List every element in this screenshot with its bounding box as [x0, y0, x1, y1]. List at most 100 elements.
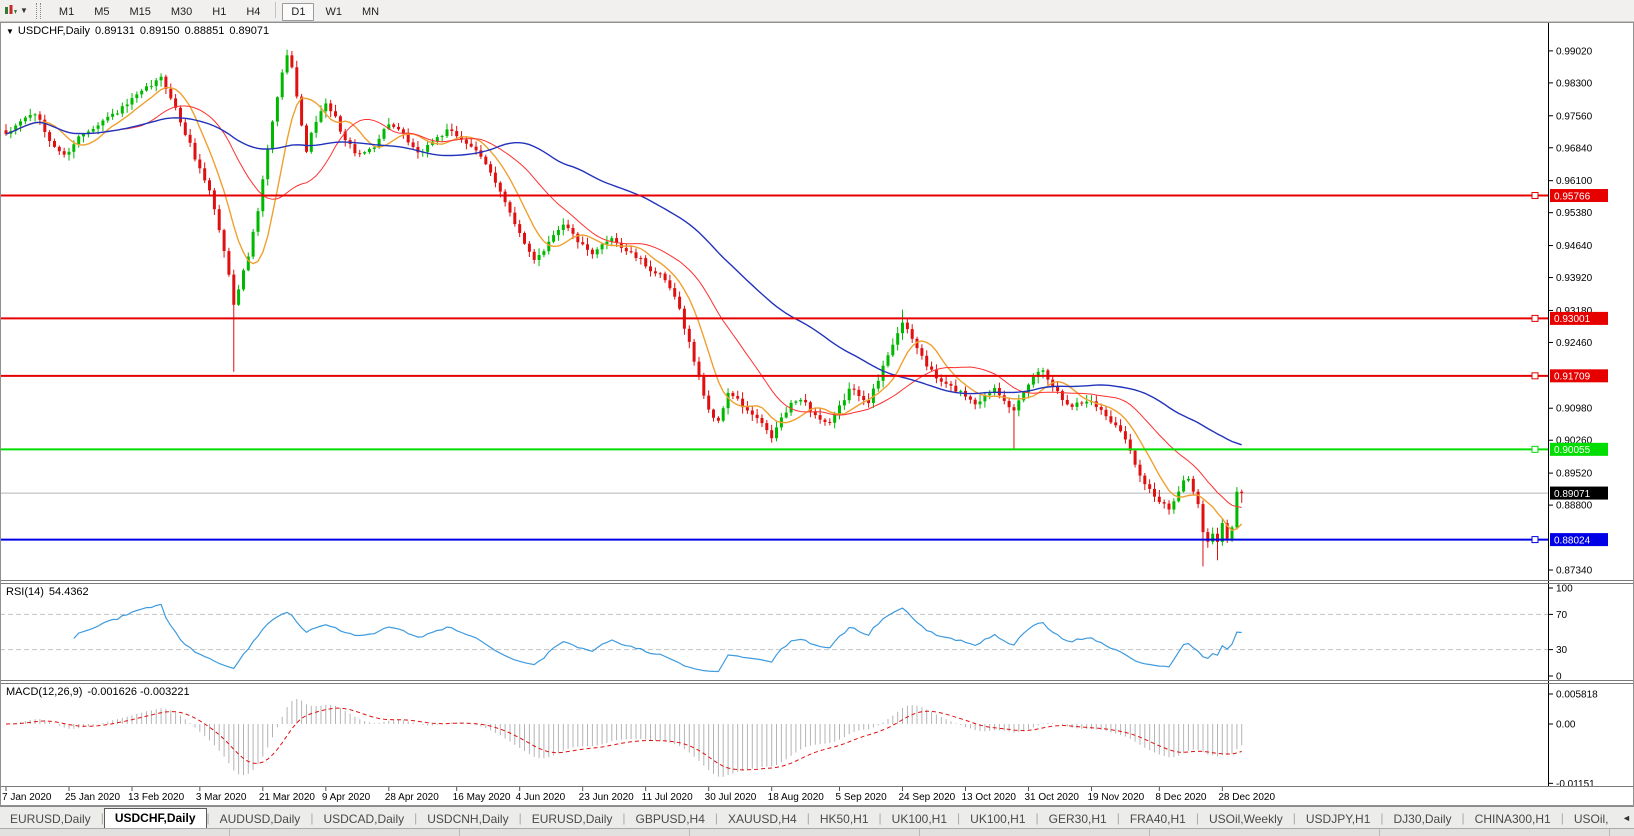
- svg-text:0.93180: 0.93180: [1556, 306, 1593, 317]
- tab-separator: |: [310, 811, 314, 825]
- svg-text:30: 30: [1556, 645, 1568, 656]
- svg-text:0.95766: 0.95766: [1554, 191, 1591, 202]
- svg-text:0.96840: 0.96840: [1556, 143, 1593, 154]
- svg-text:0.99020: 0.99020: [1556, 46, 1593, 57]
- svg-text:11 Jul 2020: 11 Jul 2020: [642, 792, 693, 803]
- svg-text:0: 0: [1556, 672, 1562, 683]
- tab-usoil-[interactable]: USOil,: [1573, 812, 1609, 826]
- svg-text:0.92460: 0.92460: [1556, 338, 1593, 349]
- svg-text:23 Jun 2020: 23 Jun 2020: [579, 792, 634, 803]
- svg-text:0.90055: 0.90055: [1554, 445, 1591, 456]
- level-handle[interactable]: [1531, 445, 1539, 453]
- svg-text:0.87340: 0.87340: [1556, 566, 1593, 577]
- tab-usdchf-daily[interactable]: USDCHF,Daily: [103, 808, 207, 828]
- timeframe-mn[interactable]: MN: [361, 5, 380, 18]
- level-handle[interactable]: [1531, 536, 1539, 544]
- support-resistance-levels[interactable]: [0, 192, 1548, 544]
- svg-text:0.91709: 0.91709: [1554, 372, 1591, 383]
- timeframe-h1[interactable]: H1: [212, 5, 227, 18]
- svg-text:31 Oct 2020: 31 Oct 2020: [1025, 792, 1080, 803]
- ma-lines: [5, 86, 1243, 532]
- toolbar-grip[interactable]: [35, 2, 41, 19]
- timeframe-m15[interactable]: M15: [129, 5, 151, 18]
- svg-text:13 Feb 2020: 13 Feb 2020: [128, 792, 185, 803]
- svg-text:25 Jan 2020: 25 Jan 2020: [65, 792, 120, 803]
- timeframe-m5[interactable]: M5: [94, 5, 110, 18]
- svg-text:0.94640: 0.94640: [1556, 241, 1593, 252]
- tab-fra40-h1[interactable]: FRA40,H1: [1129, 812, 1186, 826]
- level-handle[interactable]: [1531, 192, 1539, 200]
- tab-separator: |: [1116, 811, 1120, 825]
- tab-separator: |: [1461, 811, 1465, 825]
- tab-scroll-left-icon[interactable]: ◄: [1622, 812, 1631, 823]
- svg-text:0.89071: 0.89071: [1554, 489, 1591, 500]
- svg-text:0.93920: 0.93920: [1556, 273, 1593, 284]
- svg-text:0.00: 0.00: [1556, 720, 1576, 731]
- tab-usdjpy-h1[interactable]: USDJPY,H1: [1305, 812, 1371, 826]
- tab-xauusd-h4[interactable]: XAUUSD,H4: [728, 812, 797, 826]
- timeframe-w1[interactable]: W1: [325, 5, 342, 18]
- collapse-caret-icon[interactable]: ▼: [6, 27, 14, 36]
- date-axis[interactable]: 7 Jan 2020 25 Jan 2020 13 Feb 2020 3 Mar 20…: [2, 787, 1275, 803]
- tab-separator: |: [206, 811, 210, 825]
- tab-eurusd-daily[interactable]: EURUSD,Daily: [10, 812, 91, 826]
- svg-text:0.88024: 0.88024: [1554, 535, 1591, 546]
- price-axis[interactable]: 0.99020 0.98300 0.97560 0.96840 0.96100 0.953…: [1548, 22, 1608, 786]
- rsi-indicator-label: RSI(14) 54.4362: [6, 586, 89, 598]
- level-handle[interactable]: [1531, 372, 1539, 380]
- rsi-line: [73, 603, 1242, 673]
- chart-window: 0.99020 0.98300 0.97560 0.96840 0.96100 0.953…: [0, 22, 1634, 806]
- chart-type-icon[interactable]: [4, 4, 18, 18]
- tab-audusd-daily[interactable]: AUDUSD,Daily: [219, 812, 301, 826]
- tab-uk100-h1[interactable]: UK100,H1: [891, 812, 948, 826]
- tab-hk50-h1[interactable]: HK50,H1: [819, 812, 869, 826]
- price-tag: 0.91709: [1550, 369, 1608, 383]
- tab-eurusd-daily[interactable]: EURUSD,Daily: [531, 812, 613, 826]
- price-tag: 0.90055: [1550, 442, 1608, 456]
- svg-text:9 Apr 2020: 9 Apr 2020: [322, 792, 371, 803]
- tab-usdcad-daily[interactable]: USDCAD,Daily: [323, 812, 405, 826]
- tab-separator: |: [100, 811, 104, 825]
- timeframe-d1[interactable]: D1: [282, 2, 315, 21]
- svg-text:0.98300: 0.98300: [1556, 78, 1593, 89]
- tab-china300-h1[interactable]: CHINA300,H1: [1474, 812, 1551, 826]
- dropdown-caret-icon[interactable]: ▼: [20, 6, 28, 15]
- tab-separator: |: [714, 811, 719, 825]
- ohlc-high: 0.89150: [139, 25, 180, 37]
- timeframe-m1[interactable]: M1: [58, 5, 75, 18]
- toolbar-separator: [275, 2, 277, 19]
- tab-uk100-h1[interactable]: UK100,H1: [970, 812, 1026, 826]
- svg-text:100: 100: [1556, 584, 1573, 595]
- ohlc-close: 0.89071: [229, 25, 270, 37]
- svg-text:0.90260: 0.90260: [1556, 436, 1593, 447]
- svg-text:5 Sep 2020: 5 Sep 2020: [836, 792, 888, 803]
- symbol-tab-bar: EURUSD,Daily | USDCHF,Daily | AUDUSD,Daily | U…: [0, 806, 1634, 828]
- rsi-axis[interactable]: 100 70 30 0: [1548, 584, 1573, 683]
- price-chart[interactable]: 0.99020 0.98300 0.97560 0.96840 0.96100 0.953…: [0, 22, 1634, 806]
- svg-text:4 Jun 2020: 4 Jun 2020: [516, 792, 566, 803]
- tab-usdcnh-daily[interactable]: USDCNH,Daily: [427, 812, 509, 826]
- svg-text:0.005818: 0.005818: [1556, 690, 1598, 701]
- macd-signal-line: [5, 707, 1242, 771]
- timeframe-m30[interactable]: M30: [170, 5, 193, 18]
- svg-text:0.89520: 0.89520: [1556, 469, 1593, 480]
- svg-text:0.93001: 0.93001: [1554, 314, 1591, 325]
- window-bottom-strip: [0, 828, 1634, 836]
- timeframe-h4[interactable]: H4: [246, 5, 261, 18]
- timeframe-toolbar: ▼ M1 M5 M15 M30 H1 H4 D1 W1 MN: [0, 0, 1634, 22]
- tab-ger30-h1[interactable]: GER30,H1: [1048, 812, 1107, 826]
- tab-separator: |: [518, 811, 522, 825]
- tab-usoil-weekly[interactable]: USOil,Weekly: [1208, 812, 1283, 826]
- tab-gbpusd-h4[interactable]: GBPUSD,H4: [635, 812, 705, 826]
- tab-separator: |: [1560, 811, 1564, 825]
- tab-dj30-daily[interactable]: DJ30,Daily: [1393, 812, 1452, 826]
- tab-separator: |: [1195, 811, 1199, 825]
- tab-separator: |: [622, 811, 626, 825]
- level-handle[interactable]: [1531, 314, 1539, 322]
- tab-separator: |: [957, 811, 961, 825]
- svg-text:-0.01151: -0.01151: [1556, 779, 1595, 790]
- timeframe-buttons: M1 M5 M15 M30 H1 H4 D1 W1 MN: [49, 2, 389, 21]
- macd-axis[interactable]: 0.005818 0.00 -0.01151: [1548, 690, 1598, 790]
- svg-text:28 Apr 2020: 28 Apr 2020: [385, 792, 439, 803]
